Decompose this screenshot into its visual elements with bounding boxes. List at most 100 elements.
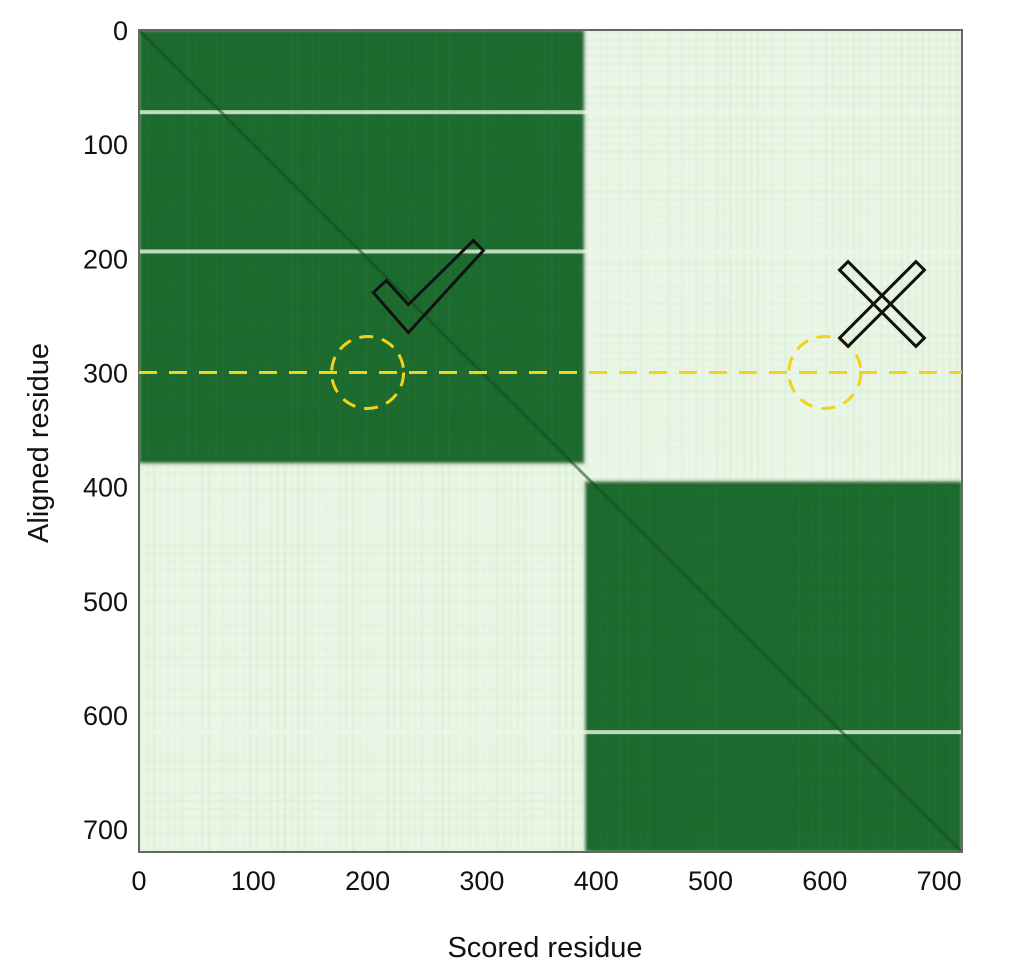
texture-row: [585, 206, 962, 209]
texture-column: [152, 463, 157, 852]
texture-column: [331, 30, 335, 464]
texture-column: [948, 30, 952, 481]
texture-column: [769, 30, 774, 481]
texture-row: [139, 350, 585, 353]
texture-row: [139, 381, 585, 386]
texture-column: [173, 30, 177, 464]
texture-row: [585, 166, 962, 169]
texture-row: [584, 349, 962, 354]
texture-row: [139, 62, 585, 65]
texture-row: [585, 310, 962, 313]
texture-row: [139, 93, 585, 98]
texture-row: [584, 768, 962, 773]
texture-row: [584, 85, 962, 90]
texture-row: [139, 640, 585, 643]
texture-column: [317, 30, 321, 464]
texture-row: [139, 437, 585, 441]
texture-column: [358, 463, 362, 852]
texture-row: [139, 277, 585, 282]
texture-column: [365, 30, 369, 464]
texture-column: [454, 463, 458, 852]
texture-row: [139, 711, 585, 715]
texture-row: [139, 357, 585, 362]
texture-row: [139, 69, 585, 74]
texture-column: [584, 30, 589, 481]
texture-column: [200, 463, 205, 852]
heatmap-block-2: [584, 30, 962, 481]
texture-column: [529, 30, 534, 464]
texture-column: [433, 30, 438, 464]
y-tick-label: 300: [83, 359, 128, 389]
light-band-2: [139, 249, 962, 254]
texture-row: [584, 568, 962, 573]
texture-column: [145, 30, 150, 464]
texture-column: [509, 30, 513, 464]
texture-row: [584, 832, 962, 837]
texture-row: [584, 453, 962, 457]
texture-row: [139, 504, 585, 507]
x-axis-title: Scored residue: [447, 932, 642, 964]
texture-row: [139, 631, 585, 636]
texture-row: [584, 37, 962, 42]
texture-column: [509, 463, 513, 852]
texture-column: [824, 480, 829, 852]
texture-row: [139, 166, 585, 169]
x-tick-label: 500: [688, 866, 733, 896]
texture-column: [619, 30, 623, 481]
texture-row: [139, 743, 585, 747]
texture-column: [831, 30, 836, 481]
texture-column: [907, 480, 911, 852]
texture-row: [139, 655, 585, 660]
texture-column: [598, 480, 602, 852]
texture-column: [235, 30, 239, 464]
texture-column: [639, 480, 644, 852]
texture-column: [913, 480, 918, 852]
texture-row: [584, 269, 962, 274]
texture-column: [557, 463, 561, 852]
texture-row: [584, 632, 962, 637]
texture-column: [221, 463, 225, 852]
texture-column: [475, 463, 479, 852]
texture-column: [372, 463, 376, 852]
texture-column: [372, 30, 376, 464]
x-tick-label: 700: [917, 866, 962, 896]
texture-row: [139, 767, 585, 771]
texture-row: [585, 817, 962, 820]
texture-row: [584, 373, 962, 378]
texture-column: [742, 30, 746, 481]
texture-column: [783, 480, 788, 852]
texture-row: [139, 141, 585, 146]
texture-row: [139, 759, 585, 763]
texture-row: [584, 736, 962, 741]
dashed-circle-marker-2: [787, 335, 863, 410]
texture-column: [941, 30, 945, 481]
texture-row: [584, 69, 962, 74]
texture-column: [392, 30, 397, 464]
texture-row: [585, 366, 962, 369]
texture-row: [139, 317, 585, 322]
texture-row: [139, 527, 585, 532]
texture-column: [797, 480, 801, 852]
texture-row: [585, 254, 962, 257]
texture-column: [214, 30, 218, 464]
texture-row: [584, 317, 962, 322]
texture-row: [585, 222, 962, 225]
texture-column: [955, 30, 959, 481]
texture-row: [139, 117, 585, 122]
texture-column: [516, 463, 520, 852]
texture-row: [139, 463, 585, 468]
texture-row: [584, 640, 962, 645]
texture-column: [550, 463, 554, 852]
texture-row: [139, 512, 585, 515]
texture-column: [667, 30, 671, 481]
texture-row: [139, 325, 585, 330]
texture-row: [139, 214, 585, 217]
texture-row: [584, 680, 962, 685]
texture-row: [139, 158, 585, 161]
texture-row: [139, 471, 585, 476]
y-tick-label: 0: [113, 16, 128, 46]
texture-row: [584, 397, 962, 402]
y-tick-label: 600: [83, 701, 128, 731]
texture-row: [584, 840, 962, 845]
texture-row: [139, 799, 585, 803]
